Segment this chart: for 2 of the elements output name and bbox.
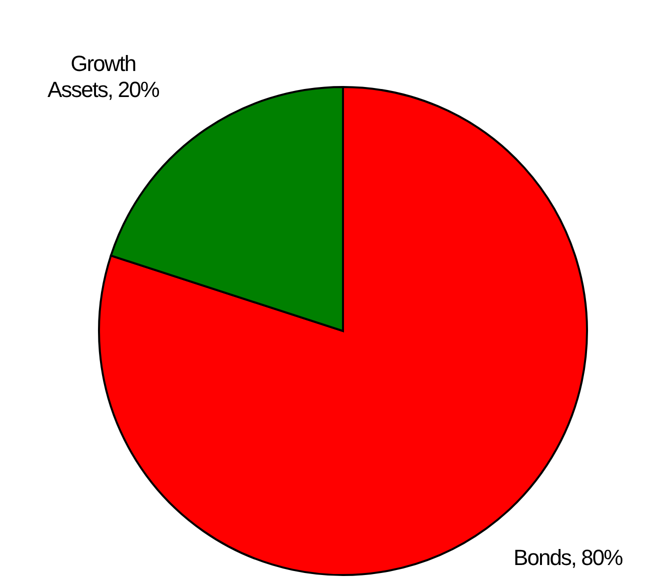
slice-label: Growth Assets, 20% xyxy=(47,51,160,102)
slice-label: Bonds, 80% xyxy=(514,544,623,570)
